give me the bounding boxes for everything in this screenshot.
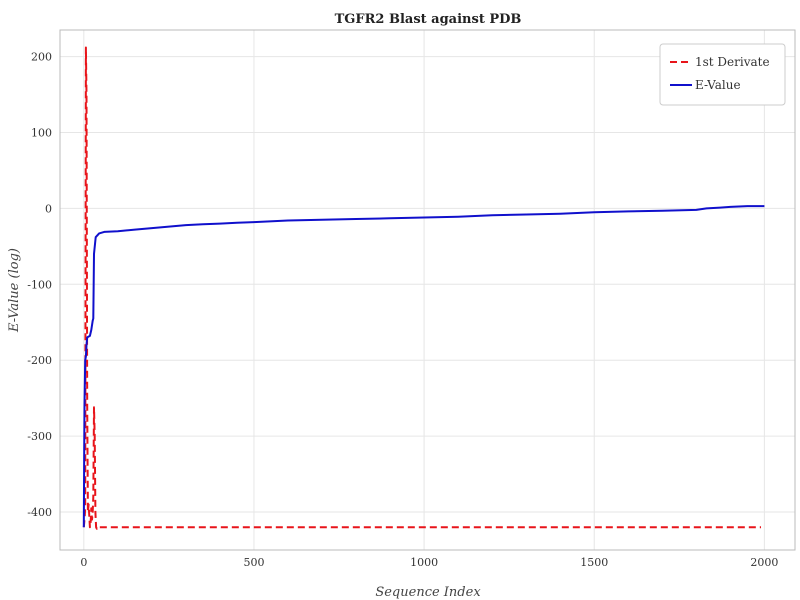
x-tick-label: 0 (80, 556, 87, 569)
plot-frame (59, 29, 796, 551)
legend-label-1st-derivate: 1st Derivate (695, 55, 770, 69)
legend-label-e-value: E-Value (695, 78, 741, 92)
y-tick-label: -200 (27, 354, 52, 367)
y-tick-label: 0 (45, 202, 52, 215)
y-tick-label: 200 (31, 51, 52, 64)
legend-box (659, 43, 786, 106)
grid (60, 30, 795, 550)
x-tick-label: 2000 (750, 556, 778, 569)
x-tick-label: 500 (243, 556, 264, 569)
chart-title: TGFR2 Blast against PDB (335, 12, 522, 27)
y-tick-label: 100 (31, 126, 52, 139)
legend: 1st Derivate E-Value (659, 43, 786, 106)
x-axis-label: Sequence Index (375, 585, 481, 600)
x-tick-label: 1500 (580, 556, 608, 569)
series-line-e-value (82, 205, 765, 528)
y-tick-label: -400 (27, 506, 52, 519)
series-lines (82, 46, 765, 530)
y-tick-label: -100 (27, 278, 52, 291)
y-tick-label: -300 (27, 430, 52, 443)
y-axis-label: E-Value (log) (7, 248, 22, 333)
series-line-1st-derivate (82, 46, 761, 530)
tick-labels: 0 500 1000 1500 2000 -400 -300 -200 -100 0 100 200 (27, 51, 778, 569)
x-tick-label: 1000 (410, 556, 438, 569)
